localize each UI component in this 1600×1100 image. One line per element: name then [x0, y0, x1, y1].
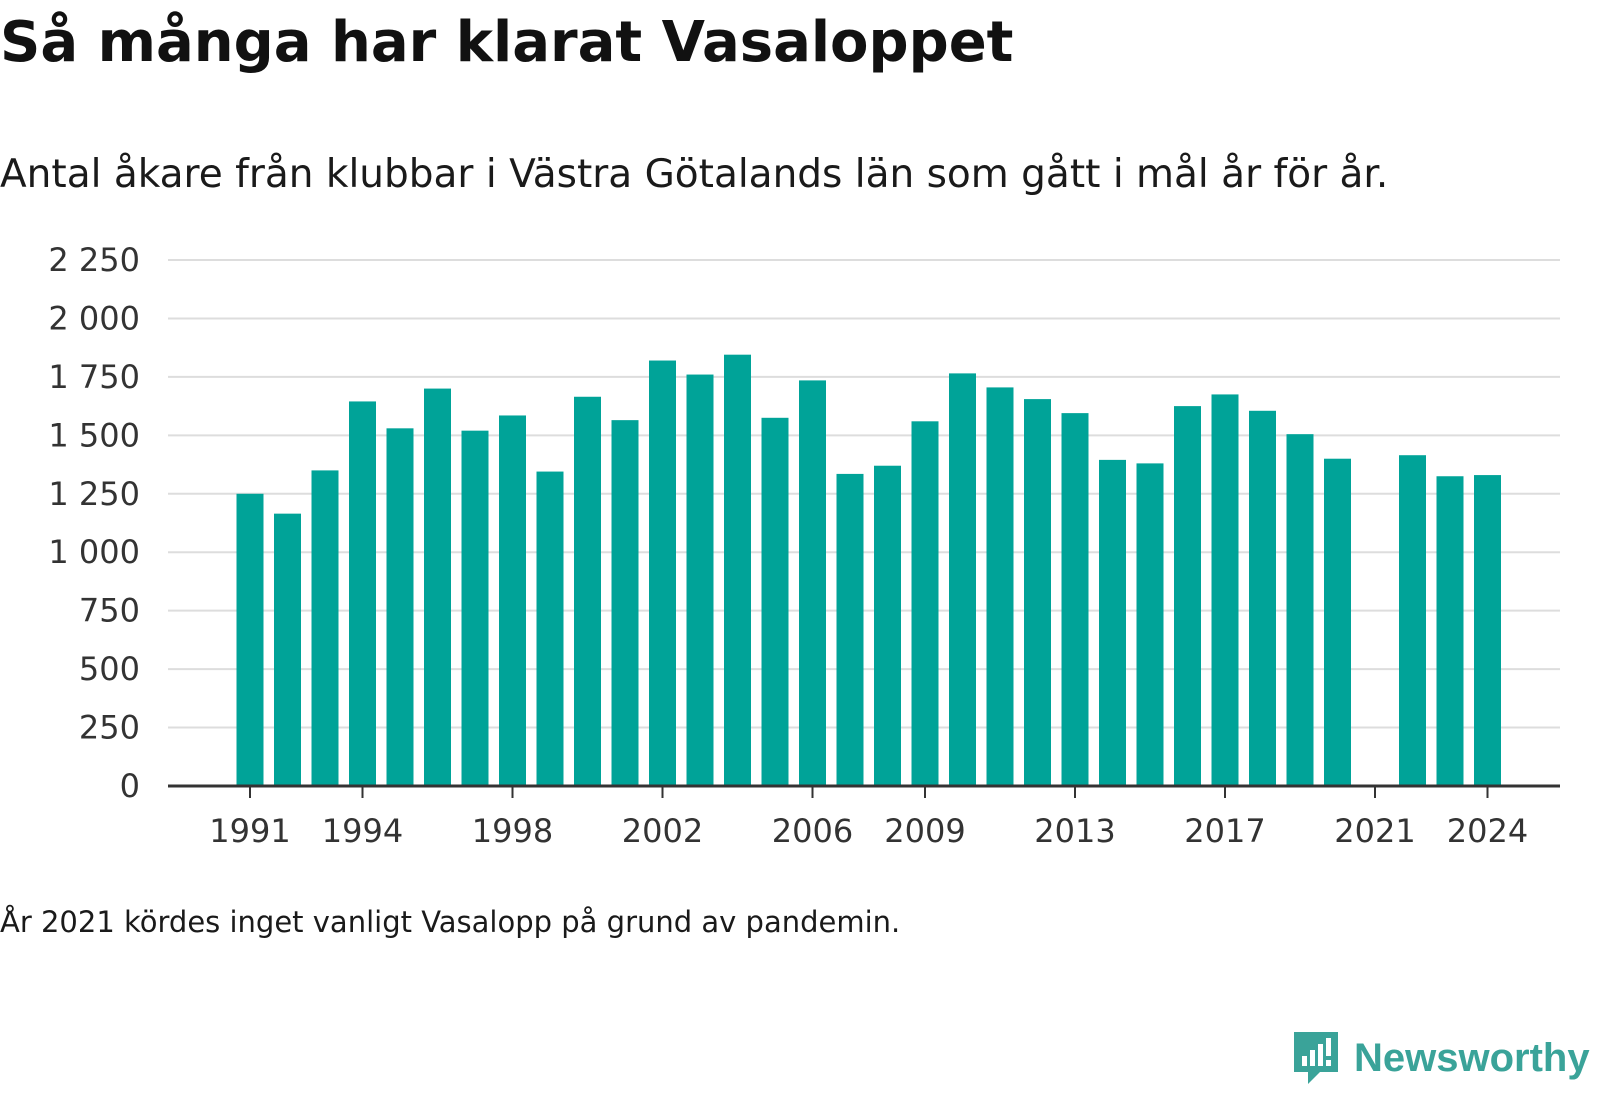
bar-2011: [986, 387, 1014, 786]
bar-2008: [874, 465, 901, 786]
gridlines: [168, 259, 1560, 729]
y-tick-label: 250: [79, 709, 140, 747]
newsworthy-logo: Newsworthy: [1290, 1028, 1590, 1088]
chart-title: Så många har klarat Vasaloppet: [0, 10, 1014, 75]
bar-2018: [1249, 410, 1276, 786]
y-tick-label: 1 750: [48, 358, 140, 396]
y-tick-label: 2 250: [48, 241, 140, 279]
x-tick-label: 2006: [772, 812, 853, 850]
bar-2024: [1474, 475, 1501, 786]
footnote: År 2021 kördes inget vanligt Vasalopp på…: [0, 905, 901, 939]
bar-2000: [574, 396, 601, 786]
bar-2015: [1136, 463, 1164, 786]
y-tick-label: 2 000: [48, 299, 140, 337]
y-tick-label: 1 000: [48, 533, 140, 571]
y-tick-label: 1 250: [48, 475, 140, 513]
x-axis: 1991 1994 1998 2002 2006 2009 2013 2017 2021 2024: [168, 784, 1560, 850]
bar-2022: [1399, 455, 1426, 786]
x-tick-label: 2002: [622, 812, 703, 850]
bar-2016: [1174, 406, 1201, 786]
bar-1998: [499, 415, 526, 786]
y-tick-label: 750: [79, 592, 140, 630]
bar-1994: [349, 401, 376, 786]
bar-2003: [686, 374, 714, 786]
bar-2013: [1061, 413, 1089, 786]
bar-2006: [799, 380, 826, 786]
x-tick-label: 2013: [1034, 812, 1115, 850]
bar-1991: [236, 493, 264, 786]
bar-2010: [949, 373, 976, 786]
bar-2009: [911, 421, 939, 786]
y-tick-label: 500: [79, 650, 140, 688]
x-tick-label: 1991: [209, 812, 290, 850]
bar-2020: [1324, 458, 1351, 786]
newsworthy-bars-icon: [1294, 1032, 1338, 1084]
x-tick-label: 1998: [472, 812, 553, 850]
x-tick-label: 2021: [1334, 812, 1415, 850]
bar-2007: [836, 473, 864, 786]
y-tick-label: 1 500: [48, 416, 140, 454]
bar-1995: [386, 428, 414, 786]
bar-2005: [761, 417, 789, 786]
bars: [236, 354, 1501, 786]
x-tick-label: 2009: [884, 812, 965, 850]
bar-1999: [536, 471, 564, 786]
x-tick-label: 1994: [322, 812, 403, 850]
bar-2012: [1024, 399, 1051, 786]
x-tick-label: 2017: [1184, 812, 1265, 850]
chart-subtitle: Antal åkare från klubbar i Västra Götala…: [0, 152, 1389, 197]
y-tick-label: 0: [120, 767, 140, 805]
bar-1997: [461, 430, 489, 786]
bar-1992: [274, 513, 301, 786]
bar-1993: [311, 470, 339, 786]
brand-name: Newsworthy: [1354, 1035, 1590, 1080]
bar-2002: [649, 360, 676, 786]
bar-2004: [724, 354, 751, 786]
bar-2001: [611, 420, 639, 786]
bar-2023: [1436, 476, 1464, 786]
bar-chart: 0 250 500 750 1 000 1 250 1 500 1 750 2 000 2 250…: [48, 241, 1560, 850]
bar-2017: [1211, 394, 1239, 786]
bar-1996: [424, 388, 451, 786]
y-axis-tick-labels: 0 250 500 750 1 000 1 250 1 500 1 750 2 000 2 250: [48, 241, 140, 805]
x-tick-label: 2024: [1447, 812, 1528, 850]
bar-2014: [1099, 459, 1126, 786]
bar-2019: [1286, 434, 1314, 786]
